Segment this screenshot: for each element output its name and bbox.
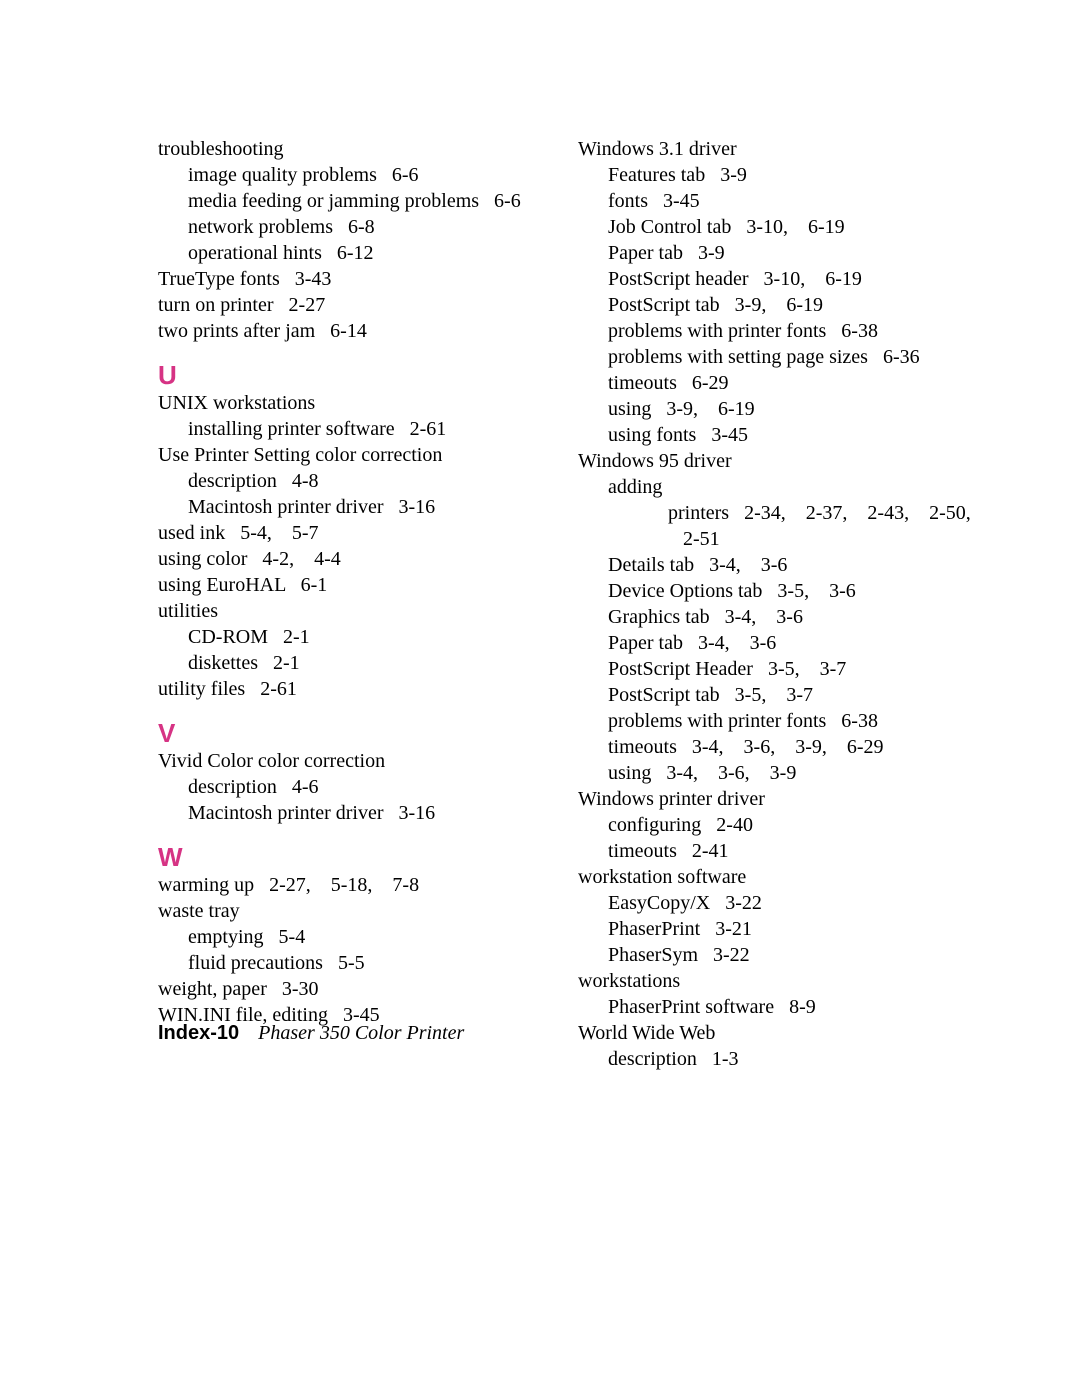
footer-page-label: Index-10: [158, 1022, 239, 1044]
index-entry: adding: [578, 474, 958, 500]
index-entry: Windows printer driver: [578, 786, 958, 812]
index-entry: description 4-6: [158, 774, 530, 800]
index-entry: emptying 5-4: [158, 924, 530, 950]
index-page: troubleshootingimage quality problems 6-…: [0, 0, 1080, 1397]
index-entry: EasyCopy/X 3-22: [578, 890, 958, 916]
index-entry: Use Printer Setting color correction: [158, 442, 530, 468]
index-entry: troubleshooting: [158, 136, 530, 162]
index-entry: Macintosh printer driver 3-16: [158, 800, 530, 826]
index-section-letter: V: [158, 720, 530, 746]
index-entry: PhaserPrint software 8-9: [578, 994, 958, 1020]
index-entry: CD-ROM 2-1: [158, 624, 530, 650]
index-entry: PhaserPrint 3-21: [578, 916, 958, 942]
index-entry: Job Control tab 3-10, 6-19: [578, 214, 958, 240]
index-entry: fluid precautions 5-5: [158, 950, 530, 976]
page-footer: Index-10 Phaser 350 Color Printer: [158, 1022, 464, 1045]
index-entry: utilities: [158, 598, 530, 624]
index-columns: troubleshootingimage quality problems 6-…: [158, 136, 958, 1072]
index-entry: problems with setting page sizes 6-36: [578, 344, 958, 370]
index-entry: Details tab 3-4, 3-6: [578, 552, 958, 578]
index-entry: operational hints 6-12: [158, 240, 530, 266]
index-entry: description 4-8: [158, 468, 530, 494]
index-column-right: Windows 3.1 driverFeatures tab 3-9fonts …: [578, 136, 958, 1072]
index-entry: fonts 3-45: [578, 188, 958, 214]
index-entry: Vivid Color color correction: [158, 748, 530, 774]
index-entry: Macintosh printer driver 3-16: [158, 494, 530, 520]
index-entry: turn on printer 2-27: [158, 292, 530, 318]
index-entry: Device Options tab 3-5, 3-6: [578, 578, 958, 604]
index-entry: two prints after jam 6-14: [158, 318, 530, 344]
index-entry: UNIX workstations: [158, 390, 530, 416]
index-entry: using 3-4, 3-6, 3-9: [578, 760, 958, 786]
index-entry: using color 4-2, 4-4: [158, 546, 530, 572]
index-entry: waste tray: [158, 898, 530, 924]
index-entry: 2-51: [578, 526, 958, 552]
index-entry: utility files 2-61: [158, 676, 530, 702]
index-entry: network problems 6-8: [158, 214, 530, 240]
index-entry: used ink 5-4, 5-7: [158, 520, 530, 546]
index-entry: PostScript tab 3-5, 3-7: [578, 682, 958, 708]
index-entry: using 3-9, 6-19: [578, 396, 958, 422]
index-entry: Paper tab 3-4, 3-6: [578, 630, 958, 656]
index-entry: timeouts 2-41: [578, 838, 958, 864]
index-entry: using fonts 3-45: [578, 422, 958, 448]
footer-document-title: Phaser 350 Color Printer: [258, 1022, 464, 1044]
index-entry: configuring 2-40: [578, 812, 958, 838]
index-entry: timeouts 6-29: [578, 370, 958, 396]
index-entry: warming up 2-27, 5-18, 7-8: [158, 872, 530, 898]
index-entry: timeouts 3-4, 3-6, 3-9, 6-29: [578, 734, 958, 760]
index-entry: PhaserSym 3-22: [578, 942, 958, 968]
index-entry: printers 2-34, 2-37, 2-43, 2-50,: [578, 500, 958, 526]
index-entry: problems with printer fonts 6-38: [578, 318, 958, 344]
index-entry: Windows 3.1 driver: [578, 136, 958, 162]
index-entry: Features tab 3-9: [578, 162, 958, 188]
index-entry: Windows 95 driver: [578, 448, 958, 474]
index-entry: World Wide Web: [578, 1020, 958, 1046]
index-entry: Paper tab 3-9: [578, 240, 958, 266]
index-section-letter: W: [158, 844, 530, 870]
index-entry: description 1-3: [578, 1046, 958, 1072]
index-entry: workstations: [578, 968, 958, 994]
index-entry: PostScript Header 3-5, 3-7: [578, 656, 958, 682]
index-entry: using EuroHAL 6-1: [158, 572, 530, 598]
index-section-letter: U: [158, 362, 530, 388]
index-entry: TrueType fonts 3-43: [158, 266, 530, 292]
index-entry: PostScript header 3-10, 6-19: [578, 266, 958, 292]
index-entry: PostScript tab 3-9, 6-19: [578, 292, 958, 318]
index-entry: problems with printer fonts 6-38: [578, 708, 958, 734]
index-entry: media feeding or jamming problems 6-6: [158, 188, 530, 214]
index-column-left: troubleshootingimage quality problems 6-…: [158, 136, 530, 1072]
index-entry: workstation software: [578, 864, 958, 890]
index-entry: Graphics tab 3-4, 3-6: [578, 604, 958, 630]
index-entry: weight, paper 3-30: [158, 976, 530, 1002]
index-entry: diskettes 2-1: [158, 650, 530, 676]
index-entry: installing printer software 2-61: [158, 416, 530, 442]
index-entry: image quality problems 6-6: [158, 162, 530, 188]
